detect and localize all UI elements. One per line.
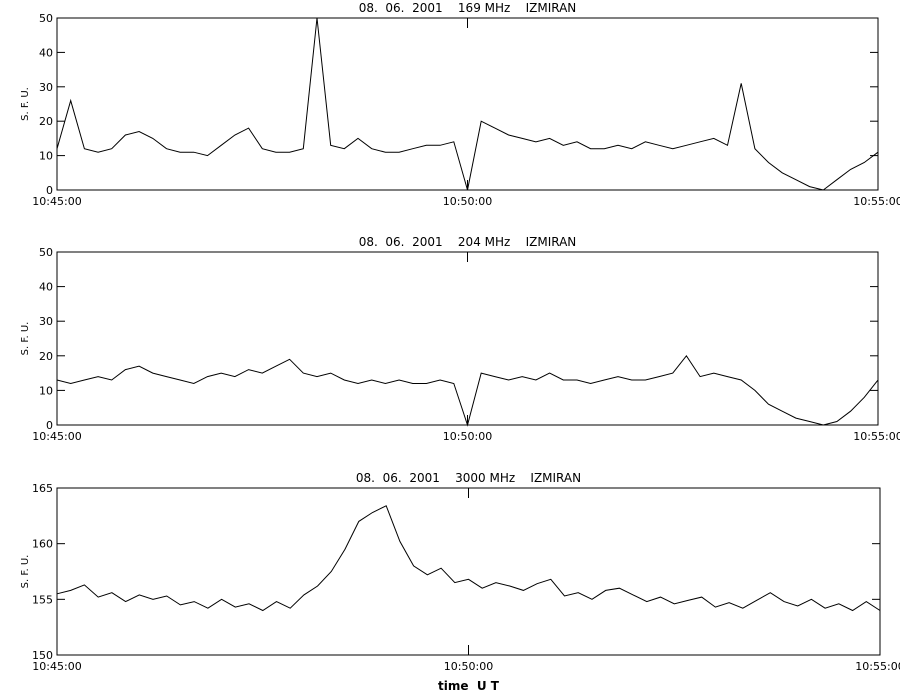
x-tick-label: 10:45:00	[32, 430, 81, 443]
x-tick-label: 10:55:00	[855, 660, 900, 673]
plot-frame	[56, 487, 881, 656]
y-tick-label: 40	[39, 46, 53, 59]
y-tick-label: 0	[46, 419, 53, 432]
data-line	[56, 17, 879, 191]
x-tick-label: 10:55:00	[853, 430, 900, 443]
chart-title: 08. 06. 2001 169 MHz IZMIRAN	[359, 1, 577, 15]
data-line	[56, 354, 879, 427]
x-axis-label: time U T	[438, 679, 500, 693]
y-tick-label: 165	[32, 482, 53, 495]
y-tick-label: 10	[39, 150, 53, 163]
plot-frame	[56, 251, 879, 426]
x-tick-label: 10:50:00	[443, 195, 492, 208]
y-axis-label: S. F. U.	[20, 87, 31, 121]
y-tick-label: 50	[39, 246, 53, 259]
y-tick-label: 155	[32, 593, 53, 606]
y-tick-label: 20	[39, 350, 53, 363]
data-line	[56, 505, 881, 612]
y-tick-label: 20	[39, 115, 53, 128]
x-tick-label: 10:45:00	[32, 195, 81, 208]
plot-frame	[56, 17, 879, 191]
x-tick-label: 10:50:00	[444, 660, 493, 673]
y-tick-label: 30	[39, 81, 53, 94]
x-tick-label: 10:55:00	[853, 195, 900, 208]
y-tick-label: 40	[39, 281, 53, 294]
chart-title: 08. 06. 2001 3000 MHz IZMIRAN	[356, 471, 581, 485]
x-tick-label: 10:50:00	[443, 430, 492, 443]
y-tick-label: 30	[39, 315, 53, 328]
y-axis-label: S. F. U.	[20, 555, 31, 589]
y-tick-label: 0	[46, 184, 53, 197]
y-tick-label: 10	[39, 384, 53, 397]
y-tick-label: 150	[32, 649, 53, 662]
chart-title: 08. 06. 2001 204 MHz IZMIRAN	[359, 235, 577, 249]
x-tick-label: 10:45:00	[32, 660, 81, 673]
y-axis-label: S. F. U.	[20, 322, 31, 356]
y-tick-label: 160	[32, 538, 53, 551]
y-tick-label: 50	[39, 12, 53, 25]
